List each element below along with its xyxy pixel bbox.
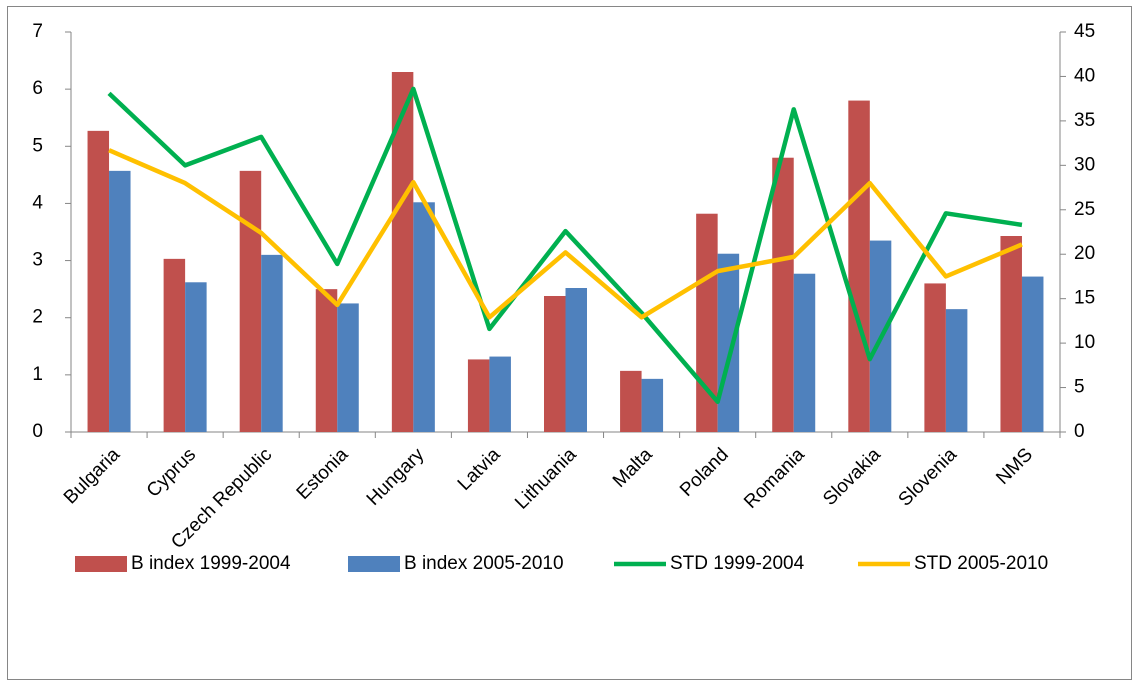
bar [337,303,359,432]
bar [261,254,283,432]
bar [315,289,338,432]
y2-tick-label: 25 [1074,199,1095,220]
y2-tick-label: 5 [1074,377,1085,398]
bar [87,130,110,432]
bar [696,213,718,432]
bar [239,170,262,432]
y2-tick-label: 45 [1074,21,1095,42]
line [108,148,1023,320]
y-tick-label: 4 [32,192,43,213]
bar [565,288,587,432]
y2-tick-label: 40 [1074,65,1095,86]
y2-tick-label: 10 [1074,332,1095,353]
bar [163,258,186,432]
line [107,86,1023,405]
bar [793,273,816,432]
legend-label: STD 2005-2010 [914,553,1048,574]
bar [185,282,207,432]
bar [544,296,566,432]
bar [620,370,642,432]
y-tick-label: 5 [32,135,43,156]
legend-swatch [75,556,127,572]
bar [772,157,794,432]
legend-swatch [348,556,400,572]
bar [641,378,664,432]
legend-label: STD 1999-2004 [670,553,805,574]
bar [848,100,870,433]
bar [467,359,490,432]
bar [413,202,435,432]
y-tick-label: 2 [32,307,43,328]
bar [945,309,968,432]
y2-tick-label: 15 [1074,288,1095,309]
y-tick-label: 3 [32,250,43,271]
y2-tick-label: 35 [1074,110,1095,131]
legend-label: B index 2005-2010 [404,553,564,574]
y2-tick-label: 20 [1074,243,1095,264]
bar [109,170,131,432]
y-tick-label: 0 [32,421,43,442]
y-tick-label: 6 [32,78,43,99]
bar [1021,276,1044,432]
y-tick-label: 1 [32,364,43,385]
bar [924,283,946,432]
y-tick-label: 7 [32,21,43,42]
bar [717,253,740,432]
bar [391,72,414,432]
legend-label: B index 1999-2004 [131,553,291,574]
y2-tick-label: 0 [1074,421,1085,442]
bar [489,356,511,432]
y2-tick-label: 30 [1074,154,1095,175]
bar [1000,236,1022,432]
